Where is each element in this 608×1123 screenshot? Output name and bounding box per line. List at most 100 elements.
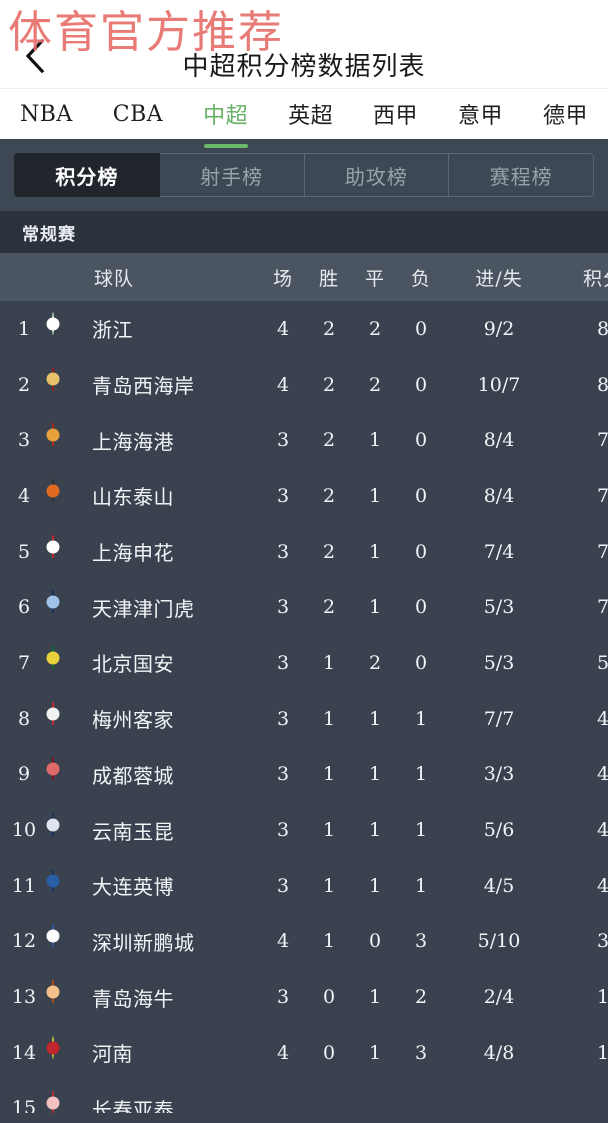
cell-loss: 0 xyxy=(414,317,428,340)
nav-item-cba[interactable]: CBA xyxy=(112,101,164,127)
column-header-loss: 负 xyxy=(410,267,431,290)
cell-points: 7 xyxy=(596,484,608,507)
cell-loss: 2 xyxy=(414,986,428,1009)
tab-assists[interactable]: 助攻榜 xyxy=(304,153,450,197)
cell-draw: 1 xyxy=(368,484,382,507)
cell-played: 3 xyxy=(276,986,290,1009)
cell-played: 3 xyxy=(276,707,290,730)
cell-rank: 5 xyxy=(17,540,31,563)
cell-team: 深圳新鹏城 xyxy=(46,924,260,957)
cell-played: 3 xyxy=(276,819,290,842)
cell-team: 青岛海牛 xyxy=(46,980,260,1013)
cell-draw: 1 xyxy=(368,707,382,730)
cell-goals: 8/4 xyxy=(483,484,515,507)
cell-team: 大连英博 xyxy=(46,868,260,902)
cell-rank: 4 xyxy=(17,484,31,507)
cell-points: 1 xyxy=(596,986,608,1009)
cell-team: 浙江 xyxy=(46,311,260,345)
table-row[interactable]: 14 河南 4 0 1 3 4/8 1 xyxy=(0,1025,608,1081)
table-row[interactable]: 5 上海申花 3 2 1 0 7/4 7 xyxy=(0,524,608,580)
table-row[interactable]: 9 成都蓉城 3 1 1 1 3/3 4 xyxy=(0,747,608,803)
cell-points: 1 xyxy=(596,1041,608,1064)
cell-win: 1 xyxy=(322,930,336,953)
stage-band: 常规赛 xyxy=(0,211,608,253)
table-row[interactable]: 3 上海海港 3 2 1 0 8/4 7 xyxy=(0,412,608,468)
table-row[interactable]: 13 青岛海牛 3 0 1 2 2/4 1 xyxy=(0,969,608,1025)
tab-scorers[interactable]: 射手榜 xyxy=(159,153,305,197)
cell-rank: 6 xyxy=(17,596,31,619)
team-crest-icon xyxy=(46,701,82,735)
cell-points: 8 xyxy=(596,317,608,340)
cell-win: 1 xyxy=(322,651,336,674)
cell-loss: 0 xyxy=(414,651,428,674)
table-row[interactable]: 10 云南玉昆 3 1 1 1 5/6 4 xyxy=(0,802,608,858)
team-crest-icon xyxy=(46,645,82,679)
cell-loss: 1 xyxy=(414,707,428,730)
cell-team: 天津津门虎 xyxy=(46,590,260,623)
table-row[interactable]: 11 大连英博 3 1 1 1 4/5 4 xyxy=(0,858,608,914)
table-row[interactable]: 12 深圳新鹏城 4 1 0 3 5/10 3 xyxy=(0,914,608,970)
cell-draw: 0 xyxy=(368,930,382,953)
table-row[interactable]: 1 浙江 4 2 2 0 9/2 8 xyxy=(0,301,608,357)
nav-item-epl[interactable]: 英超 xyxy=(288,104,334,129)
team-crest-icon xyxy=(46,1091,82,1123)
cell-goals: 3/3 xyxy=(483,763,515,786)
cell-draw: 1 xyxy=(368,986,382,1009)
column-header-win: 胜 xyxy=(318,267,339,290)
column-header-goals: 进/失 xyxy=(475,267,523,290)
table-header-row: 球队 场 胜 平 负 进/失 积分 xyxy=(0,253,608,301)
cell-points: 4 xyxy=(596,707,608,730)
cell-rank: 3 xyxy=(17,429,31,452)
team-crest-icon xyxy=(46,367,82,401)
team-name: 北京国安 xyxy=(92,654,174,677)
cell-points: 7 xyxy=(596,540,608,563)
cell-goals: 4/5 xyxy=(483,874,515,897)
cell-team: 北京国安 xyxy=(46,645,260,679)
cell-goals: 5/6 xyxy=(483,819,515,842)
team-name: 梅州客家 xyxy=(92,710,174,733)
nav-item-csl[interactable]: 中超 xyxy=(201,94,250,134)
cell-win: 2 xyxy=(322,429,336,452)
cell-points: 5 xyxy=(596,651,608,674)
cell-goals: 2/4 xyxy=(483,986,515,1009)
team-crest-icon xyxy=(46,478,82,512)
table-row[interactable]: 8 梅州客家 3 1 1 1 7/7 4 xyxy=(0,691,608,747)
cell-win: 2 xyxy=(322,484,336,507)
cell-win: 2 xyxy=(322,540,336,563)
table-row[interactable]: 6 天津津门虎 3 2 1 0 5/3 7 xyxy=(0,579,608,635)
nav-item-laliga[interactable]: 西甲 xyxy=(373,104,419,129)
cell-rank: 11 xyxy=(11,874,37,897)
cell-draw: 2 xyxy=(368,651,382,674)
team-crest-icon xyxy=(46,590,82,623)
column-header-draw: 平 xyxy=(364,267,385,290)
table-row[interactable]: 4 山东泰山 3 2 1 0 8/4 7 xyxy=(0,468,608,524)
nav-item-nba[interactable]: NBA xyxy=(20,101,73,127)
cell-win: 1 xyxy=(322,819,336,842)
team-crest-icon xyxy=(46,924,82,957)
segmented-control-wrap: 积分榜 射手榜 助攻榜 赛程榜 xyxy=(0,139,608,211)
cell-played: 4 xyxy=(276,930,290,953)
table-row[interactable]: 2 青岛西海岸 4 2 2 0 10/7 8 xyxy=(0,357,608,413)
cell-points: 3 xyxy=(596,930,608,953)
cell-goals: 7/4 xyxy=(483,540,515,563)
team-crest-icon xyxy=(46,423,82,456)
cell-team: 上海海港 xyxy=(46,423,260,456)
nav-item-seriea[interactable]: 意甲 xyxy=(458,104,504,129)
nav-item-bundesliga[interactable]: 德甲 xyxy=(542,104,588,129)
cell-played: 3 xyxy=(276,484,290,507)
tab-fixtures[interactable]: 赛程榜 xyxy=(449,153,594,197)
cell-goals: 9/2 xyxy=(483,317,515,340)
chevron-left-icon[interactable] xyxy=(18,36,52,76)
cell-goals: 5/10 xyxy=(477,930,521,953)
tab-standings[interactable]: 积分榜 xyxy=(14,153,160,197)
cell-goals: 5/3 xyxy=(483,651,515,674)
cell-rank: 12 xyxy=(11,930,37,953)
column-header-team: 球队 xyxy=(94,267,135,290)
cell-draw: 1 xyxy=(368,540,382,563)
team-crest-icon xyxy=(46,534,82,568)
cell-team: 山东泰山 xyxy=(46,478,260,512)
table-row[interactable]: 7 北京国安 3 1 2 0 5/3 5 xyxy=(0,635,608,691)
cell-points: 7 xyxy=(596,596,608,619)
standings-table: 球队 场 胜 平 负 进/失 积分 1 浙江 4 2 2 0 9/2 8 2青岛西海岸42201… xyxy=(0,253,608,1123)
